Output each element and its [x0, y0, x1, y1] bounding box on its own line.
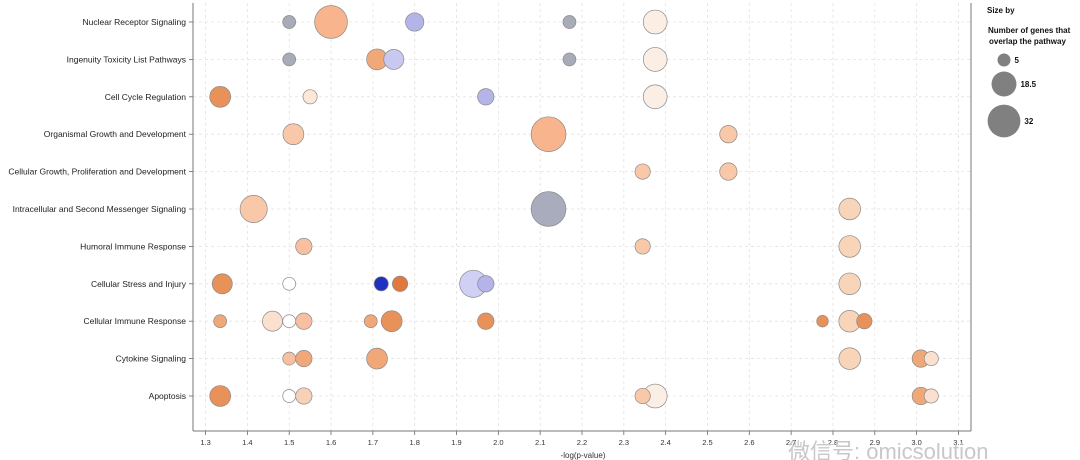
- data-points: [209, 5, 939, 409]
- data-point: [719, 125, 738, 144]
- data-point: [642, 84, 668, 110]
- data-point: [295, 350, 313, 368]
- legend-subtitle-line-1: Number of genes that: [988, 26, 1071, 35]
- data-point: [477, 312, 495, 330]
- x-tick-label: 2.2: [577, 438, 587, 447]
- legend-size-circle: [991, 71, 1017, 97]
- data-point: [856, 313, 873, 330]
- data-point: [314, 5, 348, 39]
- data-point: [209, 385, 231, 407]
- category-label: Intracellular and Second Messenger Signa…: [13, 204, 187, 214]
- category-label: Nuclear Receptor Signaling: [83, 17, 187, 27]
- x-tick-label: 1.9: [451, 438, 461, 447]
- watermark-text: 微信号: omicsolution: [788, 439, 989, 460]
- data-point: [295, 237, 313, 255]
- legend-subtitle-line-2: overlap the pathway: [989, 37, 1066, 46]
- x-tick-label: 2.9: [870, 438, 880, 447]
- x-tick-label: 2.1: [535, 438, 545, 447]
- data-point: [302, 89, 318, 105]
- category-labels: Nuclear Receptor Signaling Ingenuity Toxi…: [8, 17, 186, 401]
- data-point: [209, 85, 231, 108]
- legend-items: 5 18.5 32: [987, 53, 1037, 138]
- category-label: Cytokine Signaling: [116, 354, 187, 364]
- data-point: [295, 312, 313, 330]
- x-tick-label: 2.6: [744, 438, 754, 447]
- data-point: [634, 238, 651, 255]
- x-tick-label: 3.0: [911, 438, 921, 447]
- x-tick-label: 1.7: [368, 438, 378, 447]
- x-tick-label: 1.5: [284, 438, 294, 447]
- x-axis-title: -log(p-value): [561, 451, 606, 460]
- data-point: [282, 389, 297, 403]
- data-point: [239, 195, 268, 223]
- legend-size-label: 5: [1014, 56, 1019, 65]
- data-point: [282, 123, 305, 146]
- data-point: [405, 12, 425, 32]
- data-point: [213, 314, 228, 329]
- legend-size-circle: [987, 104, 1021, 138]
- data-point: [295, 387, 313, 405]
- x-tick-label: 2.0: [493, 438, 503, 447]
- data-point: [838, 347, 861, 370]
- data-point: [392, 275, 409, 292]
- x-tick-label: 1.6: [326, 438, 336, 447]
- data-point: [282, 52, 297, 67]
- x-tick-label: 1.4: [242, 438, 252, 447]
- data-point: [634, 163, 651, 180]
- x-tick-label: 1.8: [409, 438, 419, 447]
- data-point: [838, 272, 861, 296]
- data-point: [380, 310, 403, 333]
- x-tick-labels: 1.3 1.4 1.5 1.6 1.7 1.8 1.9 2.0 2.1 2.2 2.3 2.4 2.5 2…: [200, 438, 963, 447]
- data-point: [816, 315, 829, 328]
- data-point: [923, 388, 939, 404]
- category-label: Cell Cycle Regulation: [105, 92, 187, 102]
- data-point: [211, 273, 233, 295]
- legend-title: Size by: [987, 6, 1015, 15]
- data-point: [282, 15, 297, 29]
- x-tick-label: 2.4: [660, 438, 670, 447]
- data-point: [562, 15, 577, 29]
- data-point: [383, 49, 405, 70]
- size-legend: Size by Number of genes that overlap the…: [987, 6, 1071, 138]
- data-point: [838, 235, 861, 258]
- data-point: [642, 9, 668, 35]
- data-point: [373, 276, 389, 292]
- category-label: Organismal Growth and Development: [44, 129, 187, 139]
- x-tick-label: 2.7: [786, 438, 796, 447]
- category-label: Apoptosis: [149, 391, 186, 401]
- x-tick-label: 2.5: [702, 438, 712, 447]
- x-tick-label: 1.3: [200, 438, 210, 447]
- data-point: [634, 387, 651, 405]
- legend-size-label: 18.5: [1020, 80, 1036, 89]
- data-point: [282, 351, 297, 366]
- x-tick-label: 2.3: [619, 438, 629, 447]
- data-point: [477, 88, 495, 106]
- legend-size-label: 32: [1024, 117, 1033, 126]
- data-point: [477, 275, 495, 293]
- axes: [189, 3, 972, 435]
- data-point: [562, 52, 577, 67]
- data-point: [530, 191, 567, 227]
- data-point: [923, 351, 939, 367]
- data-point: [366, 347, 388, 370]
- category-label: Cellular Growth, Proliferation and Devel…: [8, 167, 186, 177]
- data-point: [282, 276, 297, 291]
- category-label: Humoral Immune Response: [80, 241, 186, 251]
- data-point: [642, 47, 668, 72]
- legend-size-circle: [997, 53, 1011, 67]
- data-point: [262, 310, 283, 332]
- x-tick-label: 3.1: [953, 438, 963, 447]
- category-label: Cellular Immune Response: [83, 316, 186, 326]
- category-label: Cellular Stress and Injury: [91, 279, 187, 289]
- data-point: [363, 314, 378, 329]
- data-point: [838, 197, 861, 221]
- data-point: [282, 314, 297, 329]
- x-tick-label: 2.8: [828, 438, 838, 447]
- category-label: Ingenuity Toxicity List Pathways: [67, 54, 186, 64]
- data-point: [719, 162, 738, 181]
- data-point: [530, 116, 567, 152]
